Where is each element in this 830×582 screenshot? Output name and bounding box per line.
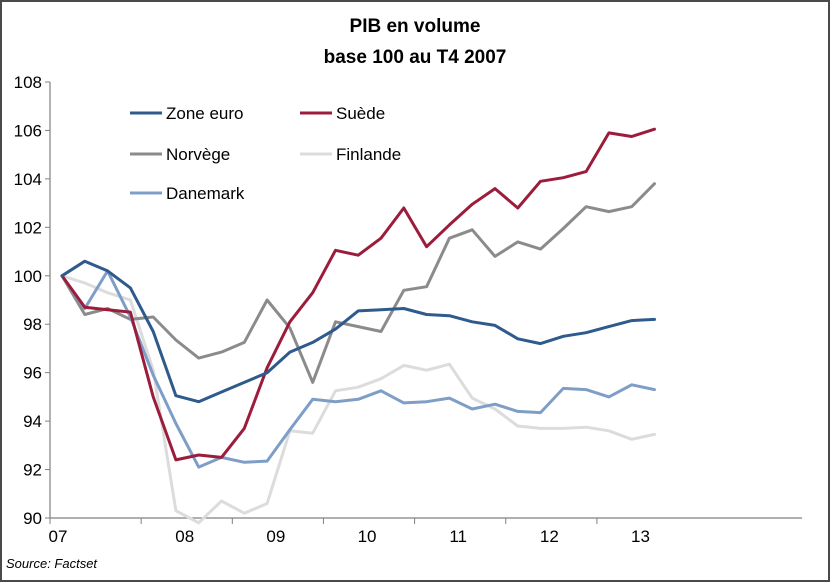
y-tick-label: 94: [23, 412, 42, 431]
y-tick-label: 102: [14, 218, 42, 237]
legend-item: Norvège: [130, 145, 230, 164]
x-tick-label: 07: [49, 527, 68, 546]
series-line-danemark: [60, 269, 656, 469]
series-line-suede: [60, 127, 656, 462]
legend-item: Zone euro: [130, 104, 244, 123]
legend-label: Norvège: [166, 145, 230, 164]
legend-item: Finlande: [300, 145, 401, 164]
chart-title: PIB en volume: [349, 16, 481, 37]
series-line-zone-euro: [60, 259, 656, 404]
legend-label: Finlande: [336, 145, 401, 164]
x-tick-label: 08: [175, 527, 194, 546]
legend-label: Danemark: [166, 184, 245, 203]
y-tick-label: 106: [14, 121, 42, 140]
x-tick-label: 13: [631, 527, 650, 546]
y-tick-label: 92: [23, 461, 42, 480]
legend-item: Danemark: [130, 184, 245, 203]
legend-label: Zone euro: [166, 104, 244, 123]
x-tick-label: 10: [358, 527, 377, 546]
source-note: Source: Factset: [6, 556, 98, 571]
y-tick-label: 96: [23, 364, 42, 383]
x-tick-label: 12: [540, 527, 559, 546]
axes: 90 92 94 96 98 100 102 104 106 108 07 08 09 10 11 12 13: [14, 73, 802, 546]
y-tick-label: 108: [14, 73, 42, 92]
y-tick-label: 100: [14, 267, 42, 286]
y-tick-label: 98: [23, 315, 42, 334]
series-layer: [60, 127, 656, 525]
series-line-norvege: [60, 182, 656, 384]
chart-subtitle: base 100 au T4 2007: [323, 47, 507, 68]
x-tick-label: 09: [266, 527, 285, 546]
legend: Zone euro Suède Norvège Finlande Danemark: [130, 104, 401, 203]
x-tick-label: 11: [449, 527, 467, 546]
legend-label: Suède: [336, 104, 385, 123]
legend-item: Suède: [300, 104, 385, 123]
y-tick-label: 104: [14, 170, 42, 189]
y-tick-label: 90: [23, 509, 42, 528]
